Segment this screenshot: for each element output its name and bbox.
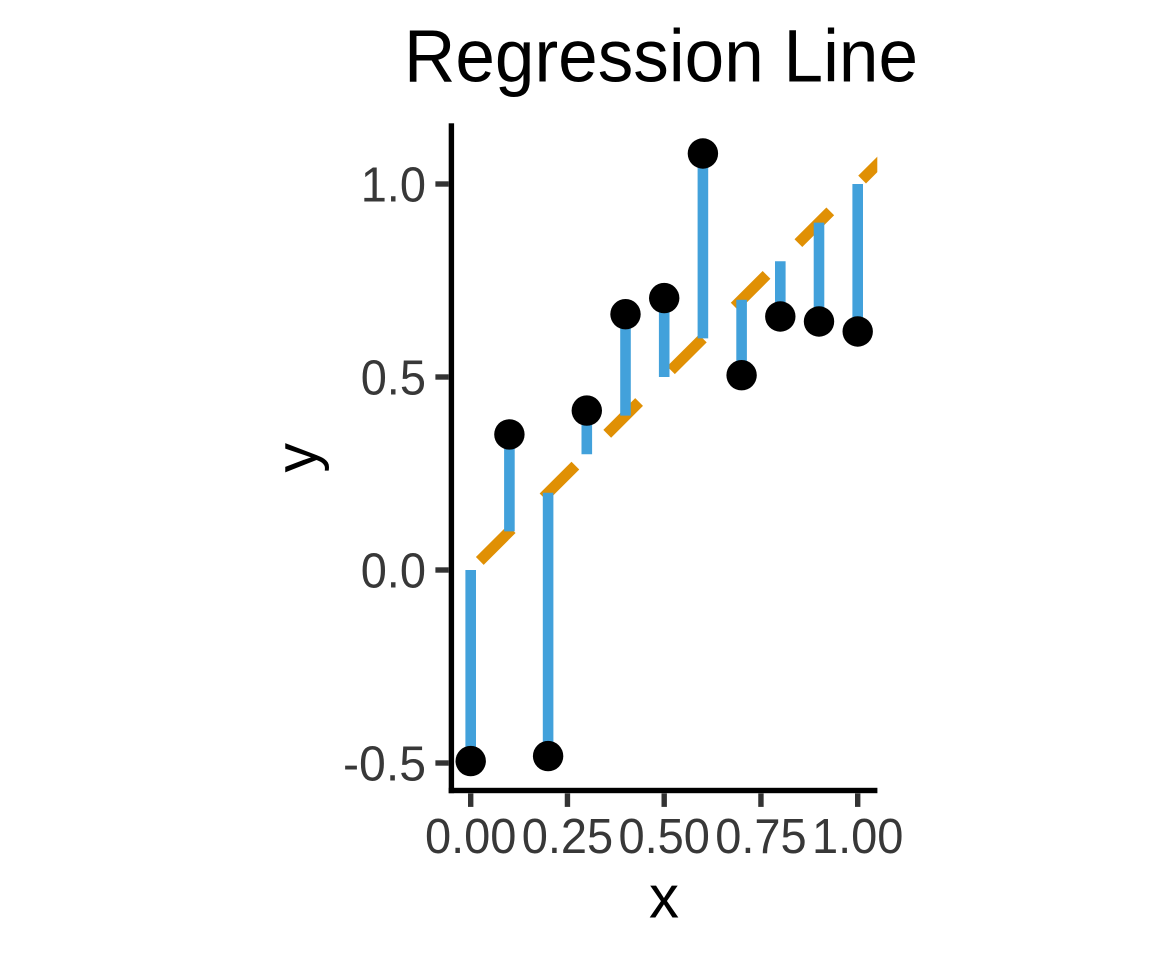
svg-text:0.75: 0.75 [715, 810, 807, 864]
svg-text:0.0: 0.0 [361, 545, 426, 599]
svg-text:1.0: 1.0 [361, 159, 426, 213]
svg-text:-0.5: -0.5 [343, 738, 426, 792]
svg-text:0.00: 0.00 [425, 810, 517, 864]
svg-text:1.00: 1.00 [812, 810, 904, 864]
svg-text:x: x [649, 864, 679, 931]
svg-text:Regression Line: Regression Line [404, 15, 918, 98]
svg-text:0.50: 0.50 [618, 810, 710, 864]
svg-text:0.25: 0.25 [522, 810, 614, 864]
svg-text:y: y [264, 443, 330, 473]
svg-text:0.5: 0.5 [361, 352, 426, 406]
